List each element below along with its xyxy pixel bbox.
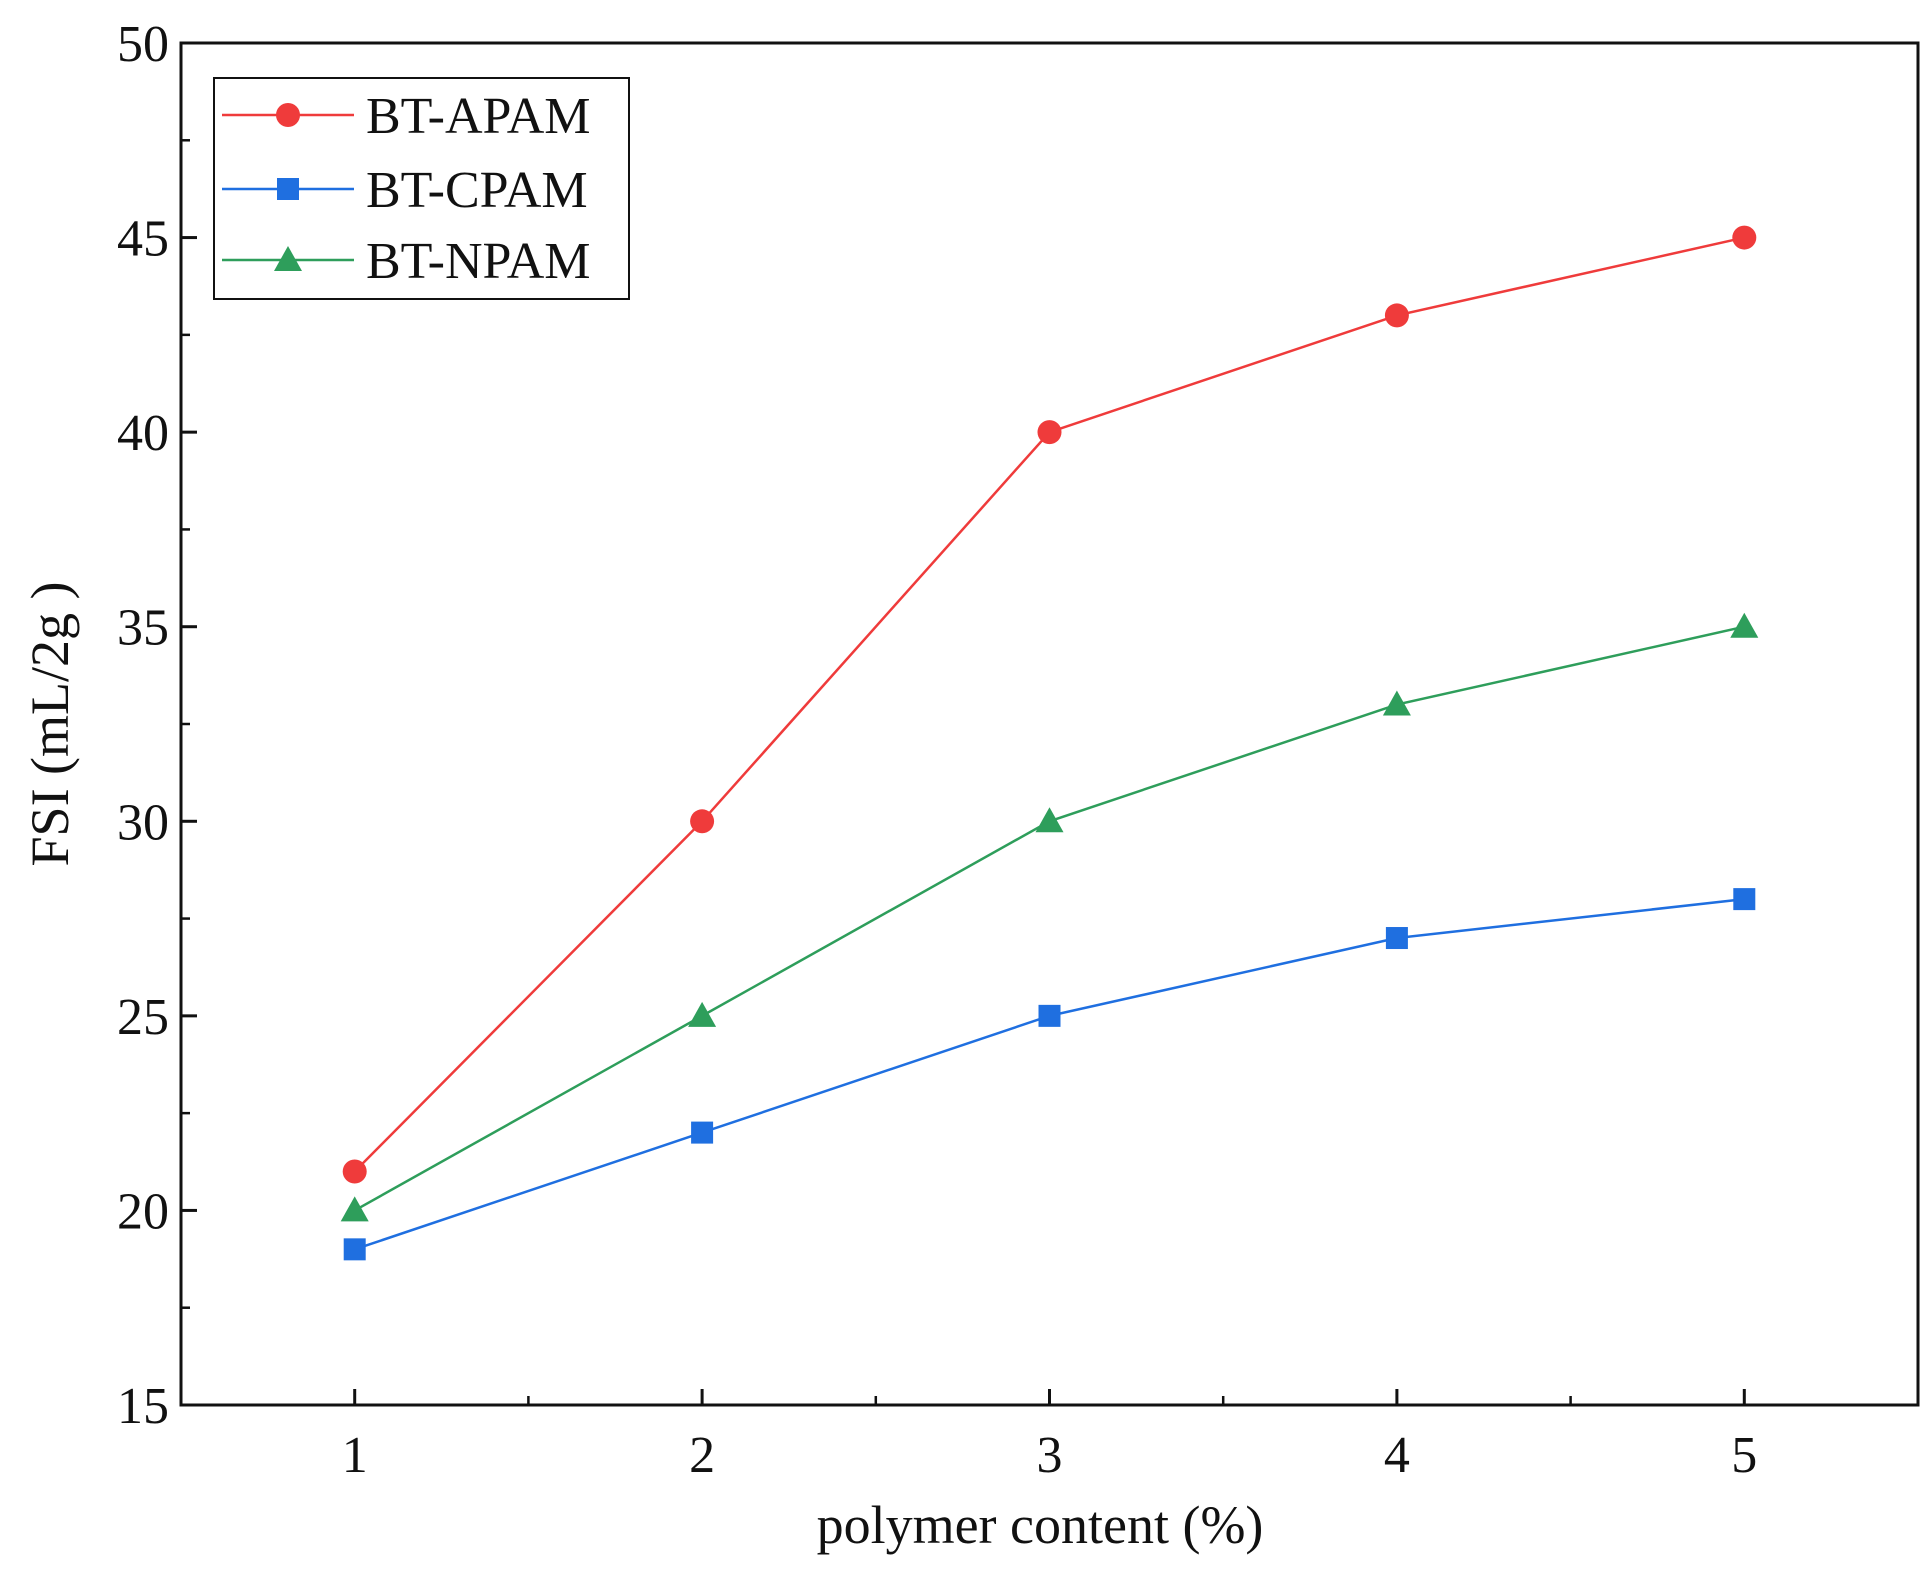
data-point-bt-cpam [1038,1004,1061,1027]
legend-label: BT-NPAM [366,233,590,290]
series-bt-cpam [343,888,1756,1261]
y-axis: 15 20 25 30 35 40 45 50 [117,16,197,1435]
data-point-bt-npam [1730,612,1759,638]
legend-item-bt-apam: BT-APAM [222,88,590,145]
series-line-bt-npam [354,625,1745,1212]
x-tick-label: 4 [1384,1427,1410,1484]
x-tick-label: 5 [1731,1427,1757,1484]
legend-marker [276,103,300,127]
y-axis-label: FSI (mL/2g ) [20,581,80,866]
data-point-bt-apam [1384,303,1409,328]
y-tick-label: 15 [117,1378,169,1435]
data-point-bt-npam [1382,690,1411,716]
y-tick-label: 45 [117,211,169,268]
series-bt-apam [342,225,1757,1184]
x-tick-label: 2 [689,1427,715,1484]
data-point-bt-apam [1037,420,1062,445]
y-tick-label: 20 [117,1183,169,1240]
y-tick-label: 50 [117,16,169,73]
x-axis: 1 2 3 4 5 [342,1389,1757,1484]
series-line-bt-cpam [354,897,1745,1251]
data-point-bt-npam [688,1001,717,1027]
data-point-bt-cpam [343,1238,366,1261]
series-layer [340,225,1759,1261]
data-point-bt-apam [690,809,715,834]
x-tick-label: 3 [1037,1427,1063,1484]
data-point-bt-cpam [1733,888,1756,911]
data-point-bt-cpam [1385,927,1408,950]
legend-label: BT-APAM [366,88,590,145]
y-tick-label: 40 [117,405,169,462]
legend-label: BT-CPAM [366,162,588,219]
data-point-bt-npam [340,1196,369,1222]
x-tick-label: 1 [342,1427,368,1484]
legend: BT-APAM BT-CPAM BT-NPAM [213,77,630,300]
y-tick-label: 30 [117,794,169,851]
data-point-bt-apam [1732,225,1757,250]
data-point-bt-cpam [691,1121,714,1144]
legend-item-bt-cpam: BT-CPAM [222,162,588,219]
y-tick-label: 25 [117,989,169,1046]
data-point-bt-apam [342,1159,367,1184]
y-tick-label: 35 [117,600,169,657]
legend-marker [274,246,302,271]
legend-marker [277,178,299,200]
legend-item-bt-npam: BT-NPAM [222,233,590,290]
x-axis-label: polymer content (%) [817,1495,1264,1555]
series-line-bt-apam [353,236,1745,1173]
series-bt-npam [340,612,1759,1222]
data-point-bt-npam [1035,807,1064,833]
